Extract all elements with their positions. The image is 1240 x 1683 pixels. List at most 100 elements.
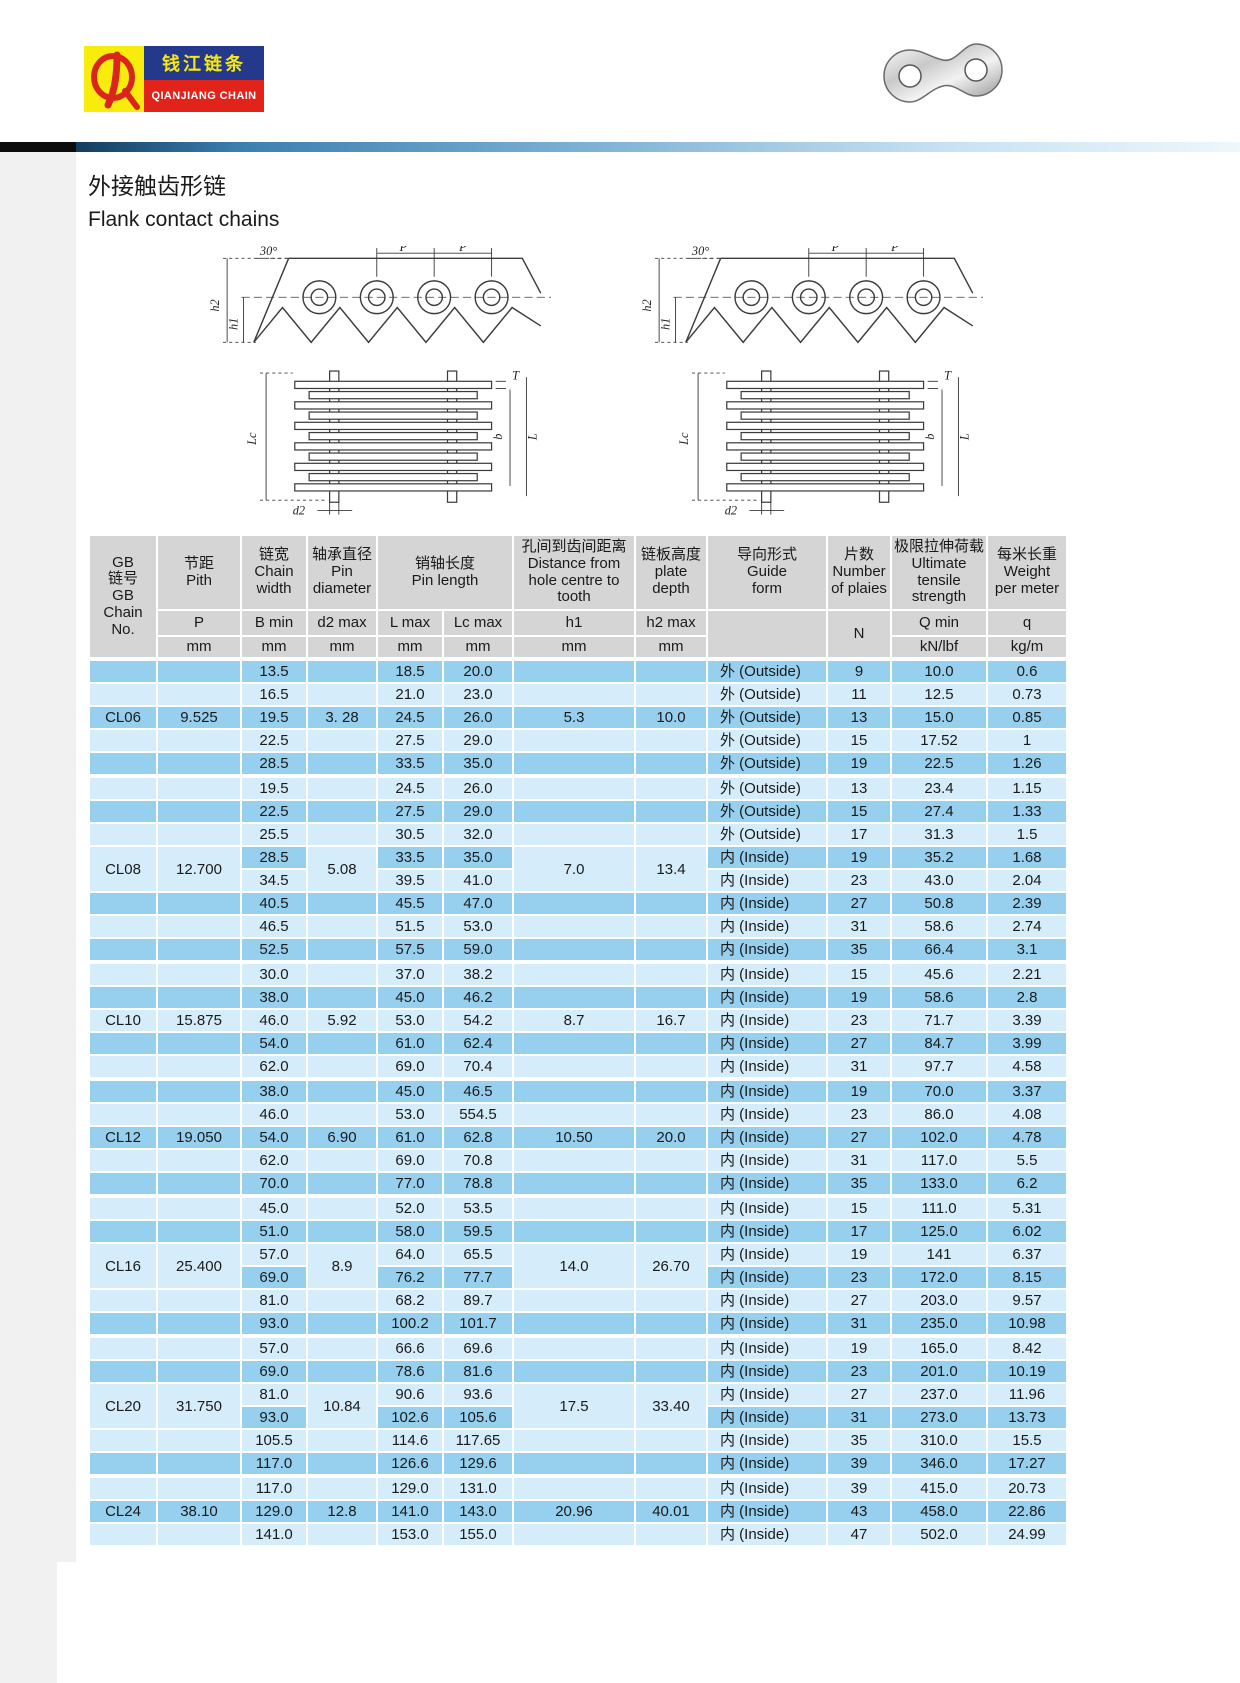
cell-lc: 143.0 <box>442 1499 514 1525</box>
cell-q-min: 133.0 <box>890 1171 988 1198</box>
cell-l: 39.5 <box>376 868 444 894</box>
table-row: 28.5 33.5 35.0 外 (Outside) 19 22.5 1.26 <box>88 751 1068 778</box>
cell-lc: 54.2 <box>442 1008 514 1034</box>
col-header-tensile: 极限拉伸荷载 Ultimate tensile strength <box>890 533 988 612</box>
cell-b: 57.0 <box>240 1242 308 1268</box>
cell-n: 13 <box>826 705 892 731</box>
cell-d2-empty <box>306 1219 378 1245</box>
cell-h1-empty <box>512 1077 636 1105</box>
cell-n: 31 <box>826 1148 892 1174</box>
cell-q: 3.37 <box>986 1077 1068 1105</box>
dim-label-angle: 30° <box>259 246 277 258</box>
cell-d2-empty <box>306 1077 378 1105</box>
cell-h2-empty <box>634 1311 708 1338</box>
table-row: 81.0 68.2 89.7 内 (Inside) 27 203.0 9.57 <box>88 1288 1068 1314</box>
cell-chain-no-empty <box>88 937 158 964</box>
cell-d2-empty <box>306 891 378 917</box>
col-header-chain-no: GB 链号 GB Chain No. <box>88 533 158 661</box>
cell-guide: 内 (Inside) <box>706 1428 828 1454</box>
cell-lc: 35.0 <box>442 845 514 871</box>
cell-guide: 外 (Outside) <box>706 774 828 802</box>
cell-pitch-empty <box>156 1102 242 1128</box>
cell-q-min: 15.0 <box>890 705 988 731</box>
cell-h2-empty <box>634 1219 708 1245</box>
cell-h1-empty <box>512 1288 636 1314</box>
table-row: 25.5 30.5 32.0 外 (Outside) 17 31.3 1.5 <box>88 822 1068 848</box>
cell-pitch-empty <box>156 985 242 1011</box>
cell-n: 43 <box>826 1499 892 1525</box>
cell-h2-empty <box>634 774 708 802</box>
col-header-chain-width: 链宽 Chain width <box>240 533 308 612</box>
cell-n: 15 <box>826 728 892 754</box>
ql-monogram-icon <box>91 51 140 110</box>
cell-d2-empty <box>306 1334 378 1362</box>
cell-chain-no-empty <box>88 985 158 1011</box>
cell-h1-empty <box>512 1171 636 1198</box>
cell-b: 93.0 <box>240 1405 308 1431</box>
cell-chain-no-empty <box>88 657 158 685</box>
cell-l: 52.0 <box>376 1194 444 1222</box>
unit-lc: mm <box>442 635 514 661</box>
sub-header-h1: h1 <box>512 609 636 638</box>
cell-chain-no: CL20 <box>88 1382 158 1431</box>
cell-q-min: 17.52 <box>890 728 988 754</box>
cell-n: 35 <box>826 1428 892 1454</box>
cell-pitch-empty <box>156 1451 242 1478</box>
cell-d2-empty <box>306 728 378 754</box>
cell-h2: 40.01 <box>634 1499 708 1525</box>
table-row: 13.5 18.5 20.0 外 (Outside) 9 10.0 0.6 <box>88 657 1068 685</box>
unit-q-min: kN/lbf <box>890 635 988 661</box>
cell-l: 24.5 <box>376 705 444 731</box>
cell-chain-no-empty <box>88 914 158 940</box>
cell-b: 62.0 <box>240 1054 308 1081</box>
sub-header-l-max: L max <box>376 609 444 638</box>
cell-d2-empty <box>306 682 378 708</box>
cell-guide: 内 (Inside) <box>706 914 828 940</box>
cell-chain-no-empty <box>88 1311 158 1338</box>
cell-q-min: 43.0 <box>890 868 988 894</box>
cell-h1: 10.50 <box>512 1125 636 1151</box>
cell-d2-empty <box>306 1428 378 1454</box>
table-row: 52.5 57.5 59.0 内 (Inside) 35 66.4 3.1 <box>88 937 1068 964</box>
cell-q: 1.26 <box>986 751 1068 778</box>
cell-d2-empty <box>306 657 378 685</box>
unit-q: kg/m <box>986 635 1068 661</box>
cell-h2-empty <box>634 728 708 754</box>
cell-n: 23 <box>826 1359 892 1385</box>
cell-b: 45.0 <box>240 1194 308 1222</box>
cell-b: 117.0 <box>240 1474 308 1502</box>
header-band <box>0 0 1240 142</box>
cell-chain-no-empty <box>88 960 158 988</box>
cell-d2-empty <box>306 751 378 778</box>
cell-chain-no-empty <box>88 682 158 708</box>
dim-label-d2: d2 <box>725 504 737 518</box>
table-row: 105.5 114.6 117.65 内 (Inside) 35 310.0 15.5 <box>88 1428 1068 1454</box>
dim-label-b: b <box>923 434 937 440</box>
cell-b: 54.0 <box>240 1125 308 1151</box>
cell-q: 4.08 <box>986 1102 1068 1128</box>
cell-n: 27 <box>826 1125 892 1151</box>
table-row: 34.5 39.5 41.0 内 (Inside) 23 43.0 2.04 <box>89 868 1068 894</box>
page-title-cn: 外接触齿形链 <box>88 173 226 199</box>
cell-l: 61.0 <box>376 1031 444 1057</box>
cell-pitch-empty <box>156 1359 242 1385</box>
cell-q-min: 273.0 <box>890 1405 988 1431</box>
cell-d2-empty <box>306 799 378 825</box>
cell-n: 15 <box>826 1194 892 1222</box>
cell-chain-no-empty <box>88 1474 158 1502</box>
cell-chain-no-empty <box>88 1148 158 1174</box>
cell-pitch: 12.700 <box>156 845 242 894</box>
cell-b: 46.0 <box>240 1008 308 1034</box>
cell-chain-no: CL16 <box>88 1242 158 1291</box>
cell-chain-no-empty <box>88 891 158 917</box>
cell-b: 81.0 <box>240 1288 308 1314</box>
dim-label-p2: P <box>890 246 899 254</box>
cell-l: 126.6 <box>376 1451 444 1478</box>
sub-header-d2-max: d2 max <box>306 609 378 638</box>
cell-d2-empty <box>306 1031 378 1057</box>
cell-pitch-empty <box>156 1311 242 1338</box>
cell-pitch-empty <box>156 1148 242 1174</box>
cell-l: 53.0 <box>376 1102 444 1128</box>
cell-chain-no-empty <box>88 1451 158 1478</box>
cell-b: 81.0 <box>240 1382 308 1408</box>
